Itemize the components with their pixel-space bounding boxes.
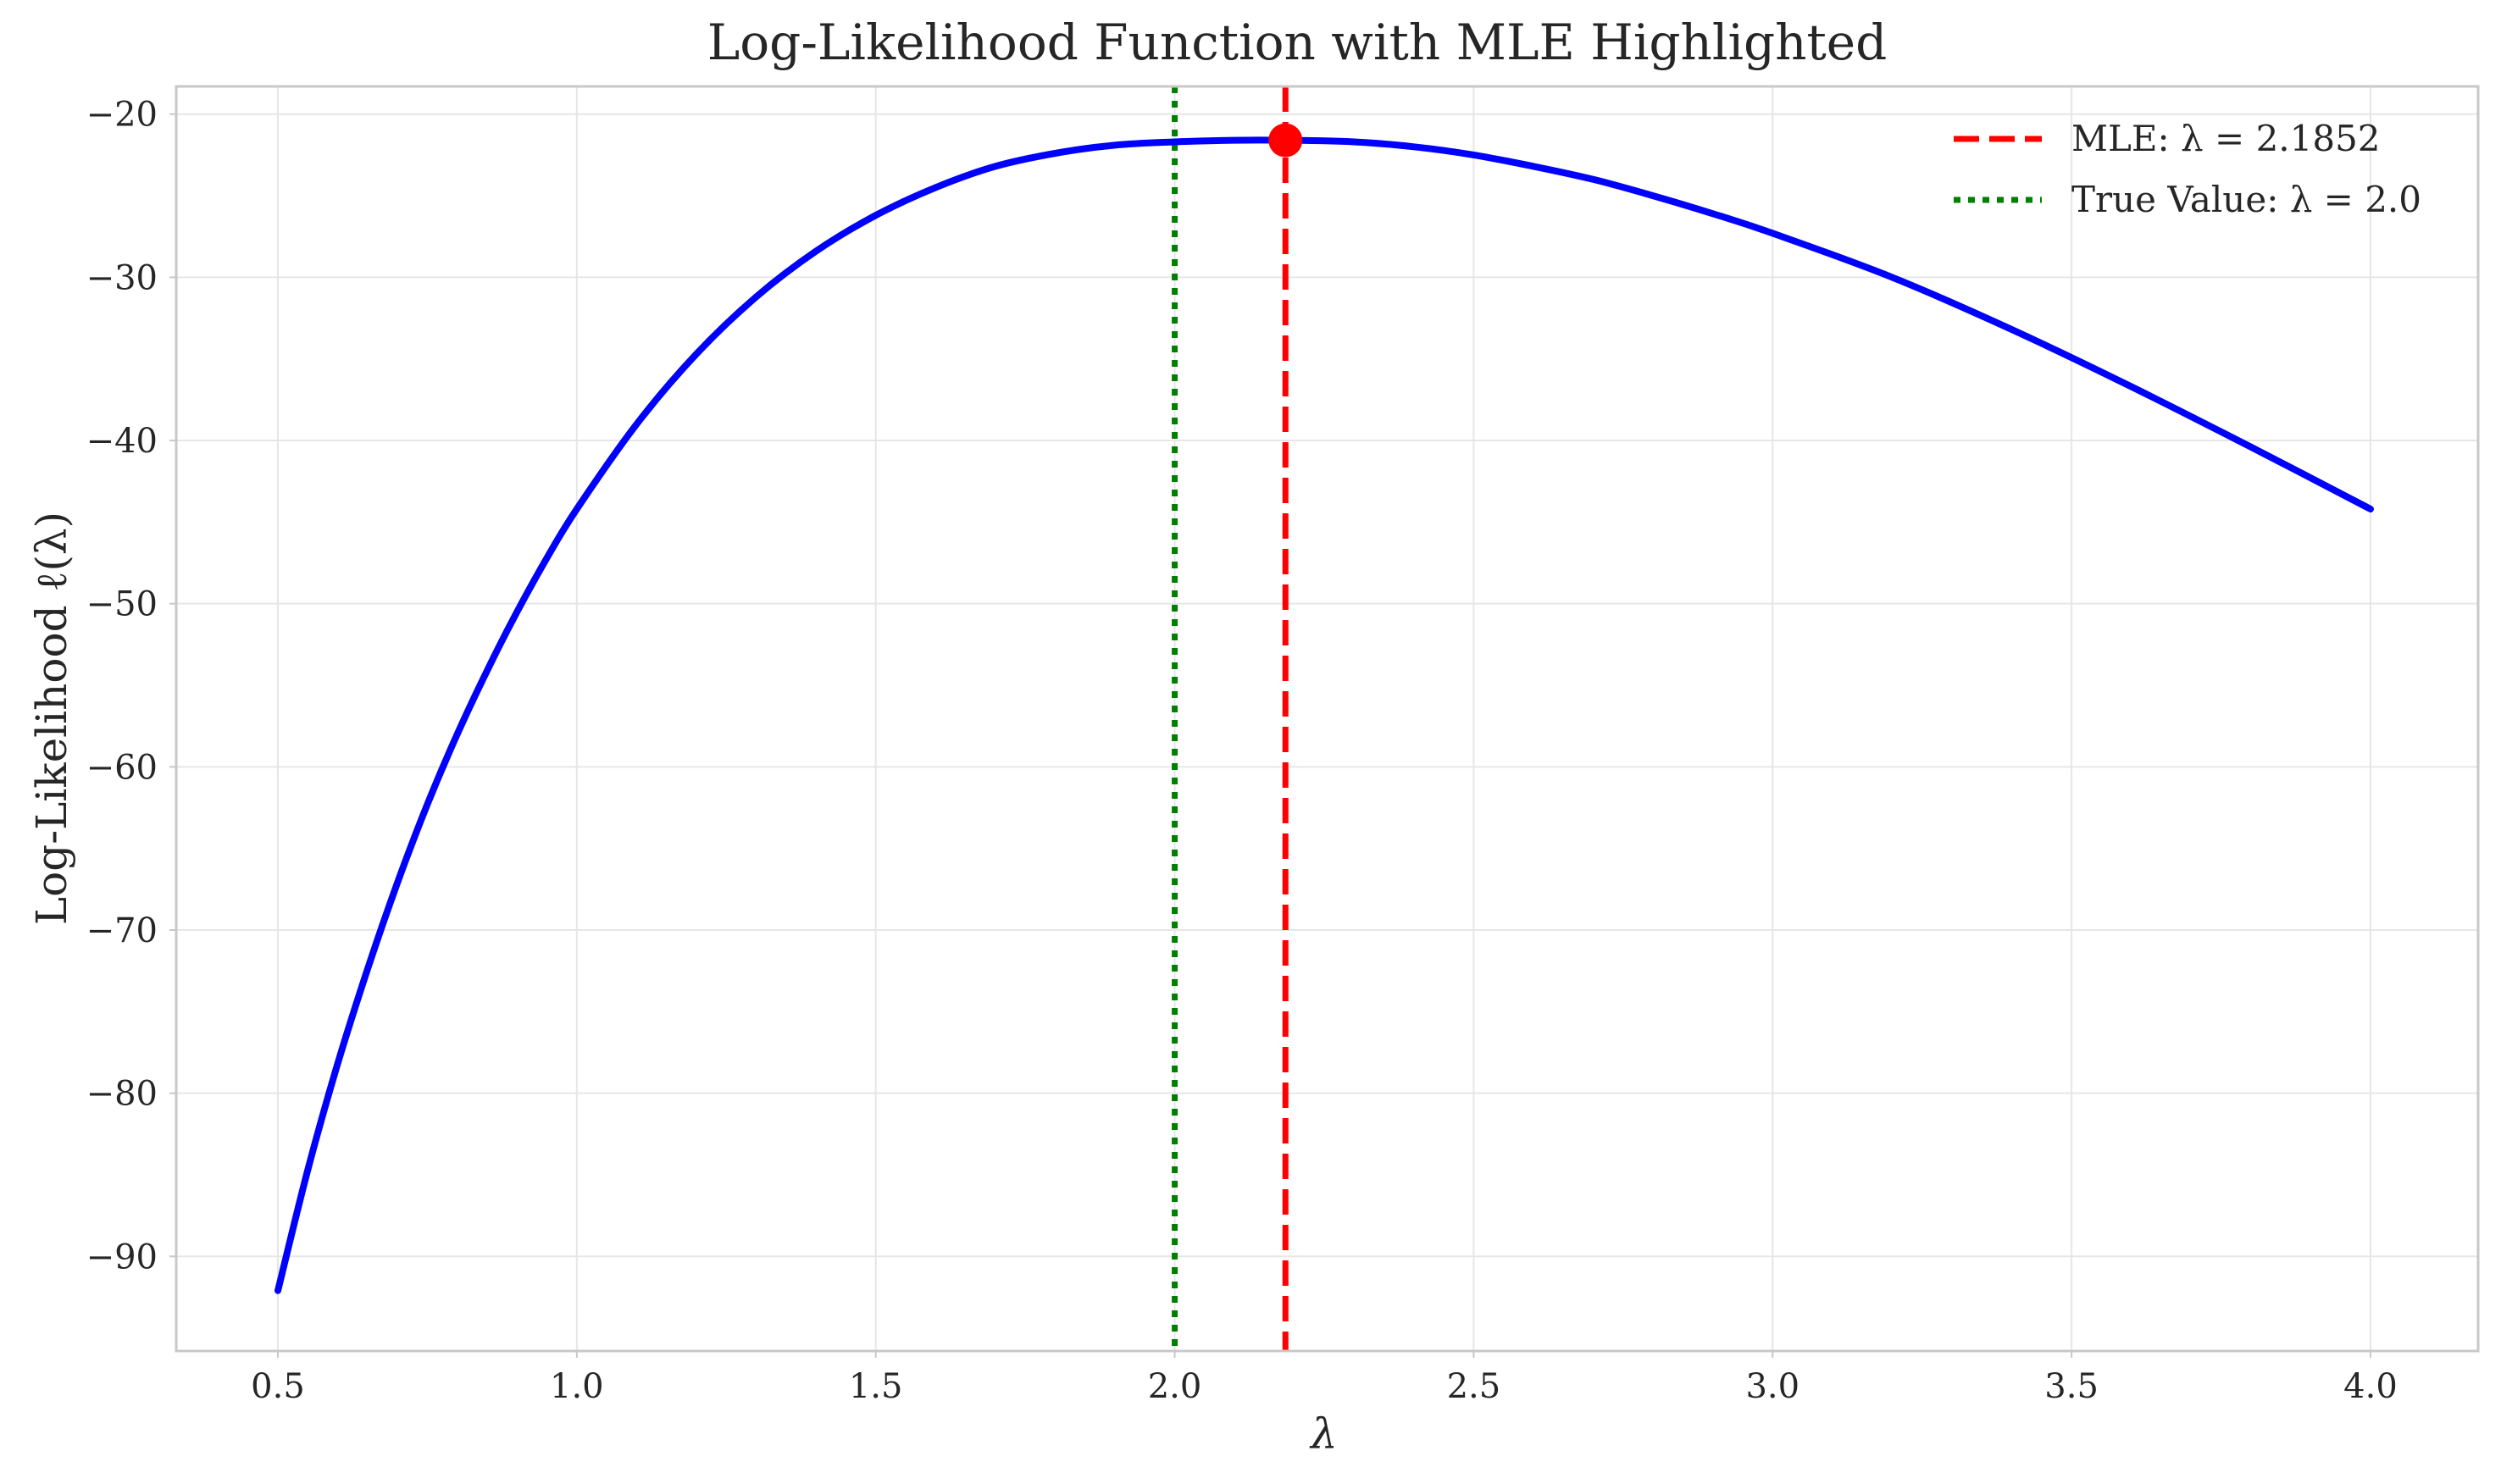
legend-true-value-label: True Value: λ = 2.0 [2071, 179, 2421, 220]
y-tick-label: −80 [86, 1075, 158, 1114]
x-tick-label: 3.5 [2044, 1367, 2099, 1406]
y-tick-label: −60 [86, 748, 158, 787]
x-tick-label: 2.0 [1148, 1367, 1202, 1406]
y-tick-label: −90 [86, 1238, 158, 1276]
x-tick-label: 0.5 [251, 1367, 305, 1406]
mle-point [1268, 123, 1303, 158]
x-tick-label: 3.0 [1745, 1367, 1800, 1406]
y-axis-label: Log-Likelihood ℓ(λ) [27, 512, 76, 925]
chart-title: Log-Likelihood Function with MLE Highlig… [707, 14, 1887, 71]
plot-frame [175, 85, 2480, 1353]
y-tick-label: −20 [86, 96, 158, 135]
legend: MLE: λ = 2.1852 True Value: λ = 2.0 [1954, 118, 2421, 220]
x-tick-label: 4.0 [2343, 1367, 2398, 1406]
x-ticks: 0.5 1.0 1.5 2.0 2.5 3.0 3.5 4.0 [251, 1351, 2398, 1406]
y-ticks: −20 −30 −40 −50 −60 −70 −80 −90 [86, 96, 176, 1276]
reference-lines [1172, 86, 1289, 1351]
y-tick-label: −30 [86, 258, 158, 297]
x-tick-label: 1.0 [550, 1367, 604, 1406]
log-likelihood-curve [274, 136, 2374, 1294]
x-axis-label: λ [1309, 1409, 1338, 1459]
y-tick-label: −40 [86, 422, 158, 461]
x-tick-label: 2.5 [1447, 1367, 1501, 1406]
x-tick-label: 1.5 [849, 1367, 903, 1406]
y-tick-label: −50 [86, 585, 158, 624]
legend-mle-label: MLE: λ = 2.1852 [2071, 118, 2381, 159]
grid [176, 86, 2478, 1351]
y-tick-label: −70 [86, 911, 158, 950]
